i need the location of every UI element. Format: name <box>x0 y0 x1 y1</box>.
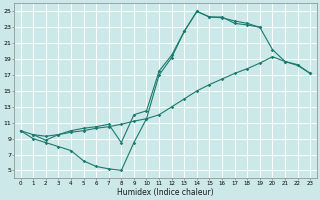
X-axis label: Humidex (Indice chaleur): Humidex (Indice chaleur) <box>117 188 214 197</box>
